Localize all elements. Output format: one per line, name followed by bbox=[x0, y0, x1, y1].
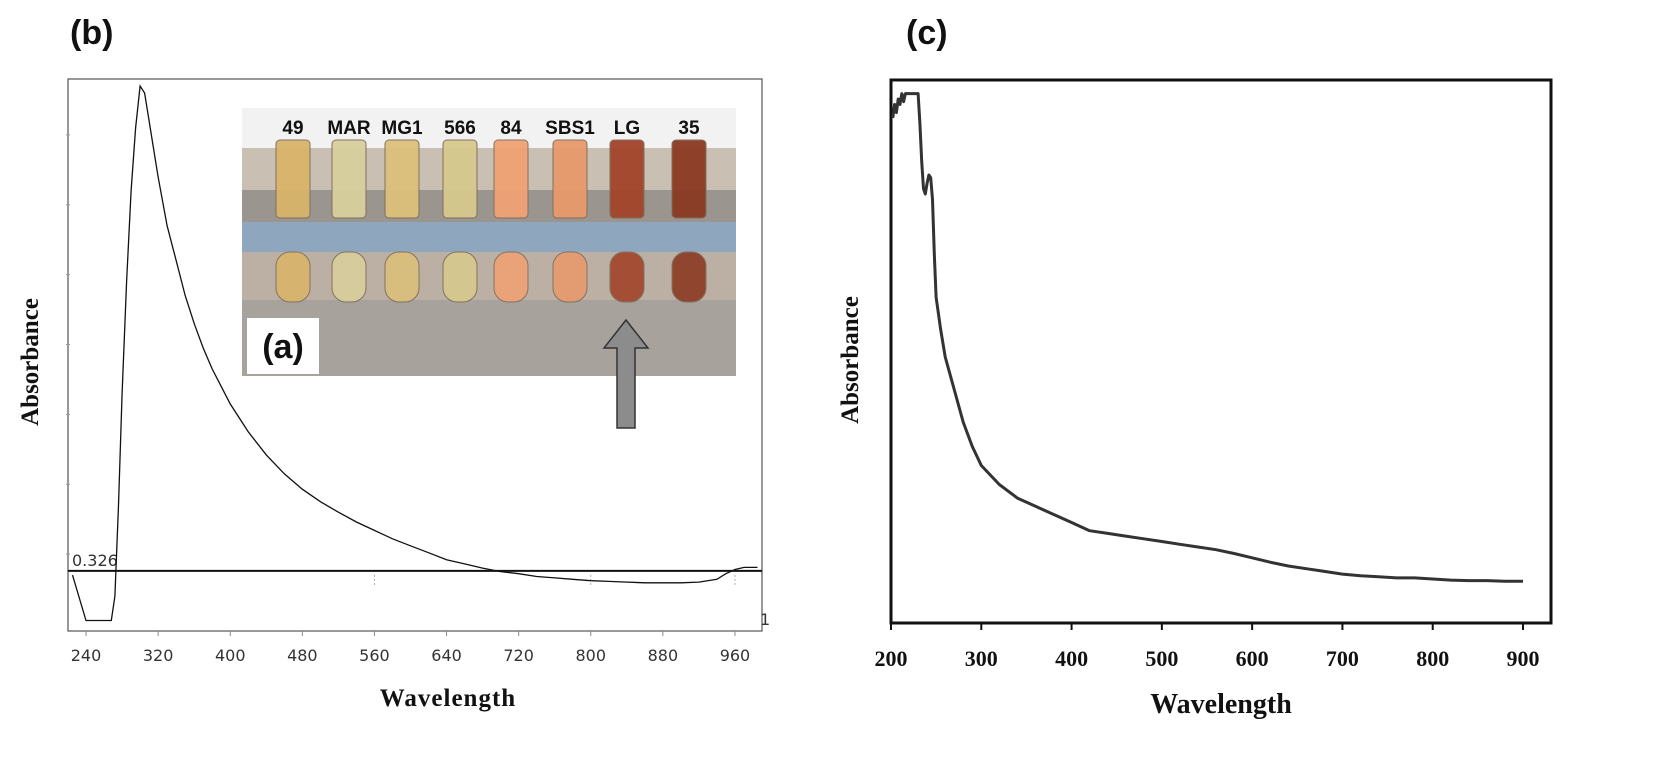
chart-c-ylabel: Absorbance bbox=[837, 296, 864, 424]
chart-b-x-tick-label: 560 bbox=[359, 646, 390, 665]
panel-b-label: (b) bbox=[70, 14, 114, 52]
chart-c-x-ticks: 200 300 400 500 600 700 800 900 bbox=[875, 623, 1540, 671]
tube-label-SBS1: SBS1 bbox=[545, 118, 595, 139]
chart-b-y-ticks bbox=[66, 134, 70, 555]
tube-bottom-MAR bbox=[331, 251, 367, 303]
inset-rack-top bbox=[242, 190, 736, 224]
tube-bottom-566 bbox=[442, 251, 478, 303]
tube-bottom-LG bbox=[609, 251, 645, 303]
chart-b-x-ticks: 240 320 400 480 560 640 720 800 880 960 bbox=[71, 631, 750, 665]
tube-bottom-49 bbox=[275, 251, 311, 303]
chart-c-xlabel: Wavelength bbox=[1150, 689, 1292, 720]
inset-label-strip bbox=[242, 108, 736, 148]
chart-b-ylabel: Absorbance bbox=[17, 298, 44, 426]
inset-rack-middle bbox=[242, 252, 736, 302]
tube-label-LG: LG bbox=[614, 118, 640, 139]
tube-MAR bbox=[331, 139, 367, 219]
chart-b-x-tick-label: 960 bbox=[720, 646, 751, 665]
chart-c-x-tick-label: 900 bbox=[1507, 646, 1540, 671]
chart-b: 0.326 1 240 320 400 480 560 640 720 800 880 960 W… bbox=[17, 78, 770, 712]
chart-b-x-tick-label: 480 bbox=[287, 646, 318, 665]
chart-c-x-tick-label: 500 bbox=[1145, 646, 1178, 671]
tube-35 bbox=[671, 139, 707, 219]
chart-c-series-line bbox=[891, 92, 1523, 583]
inset-rack-bar bbox=[242, 222, 736, 252]
inset-tube-labels: 49 MAR MG1 566 84 SBS1 LG 35 bbox=[282, 118, 700, 139]
tube-SBS1 bbox=[552, 139, 588, 219]
chart-b-x-tick-label: 720 bbox=[503, 646, 534, 665]
chart-c-x-tick-label: 200 bbox=[875, 646, 908, 671]
inset-tubes bbox=[275, 139, 707, 303]
chart-b-baseline-label: 0.326 bbox=[72, 551, 118, 570]
tube-label-49: 49 bbox=[282, 118, 303, 139]
tube-label-566: 566 bbox=[444, 118, 476, 139]
tube-label-MAR: MAR bbox=[327, 118, 371, 139]
chart-c-x-tick-label: 700 bbox=[1326, 646, 1359, 671]
chart-b-x-tick-label: 880 bbox=[648, 646, 679, 665]
tube-bottom-MG1 bbox=[384, 251, 420, 303]
chart-b-x-tick-label: 240 bbox=[71, 646, 102, 665]
chart-c-x-tick-label: 400 bbox=[1055, 646, 1088, 671]
inset-a-label-box bbox=[247, 318, 319, 374]
tube-bottom-35 bbox=[671, 251, 707, 303]
tube-MG1 bbox=[384, 139, 420, 219]
tube-label-MG1: MG1 bbox=[381, 118, 423, 139]
chart-c: 200 300 400 500 600 700 800 900 Wavelength Abso… bbox=[837, 78, 1553, 720]
tube-bottom-SBS1 bbox=[552, 251, 588, 303]
tube-566 bbox=[442, 139, 478, 219]
chart-b-x-tick-label: 800 bbox=[575, 646, 606, 665]
chart-b-xlabel: Wavelength bbox=[380, 685, 516, 712]
chart-b-x-tick-label: 640 bbox=[431, 646, 462, 665]
chart-b-right-edge-label: 1 bbox=[760, 610, 770, 629]
tube-bottom-84 bbox=[493, 251, 529, 303]
tube-label-35: 35 bbox=[678, 118, 700, 139]
chart-c-frame bbox=[889, 78, 1553, 625]
tube-49 bbox=[275, 139, 311, 219]
chart-b-series-line bbox=[71, 84, 758, 622]
inset-photo: 49 MAR MG1 566 84 SBS1 LG 35 (a) bbox=[242, 108, 736, 429]
chart-c-x-tick-label: 600 bbox=[1236, 646, 1269, 671]
panel-c-label: (c) bbox=[906, 14, 948, 52]
inset-a-label: (a) bbox=[262, 328, 304, 366]
chart-b-x-tick-label: 400 bbox=[215, 646, 246, 665]
inset-rack-base bbox=[242, 300, 736, 376]
arrow-icon bbox=[602, 318, 650, 429]
chart-c-x-tick-label: 800 bbox=[1416, 646, 1449, 671]
chart-b-x-tick-label: 320 bbox=[143, 646, 174, 665]
tube-84 bbox=[493, 139, 529, 219]
chart-c-x-tick-label: 300 bbox=[965, 646, 998, 671]
tube-label-84: 84 bbox=[500, 118, 522, 139]
tube-LG bbox=[609, 139, 645, 219]
